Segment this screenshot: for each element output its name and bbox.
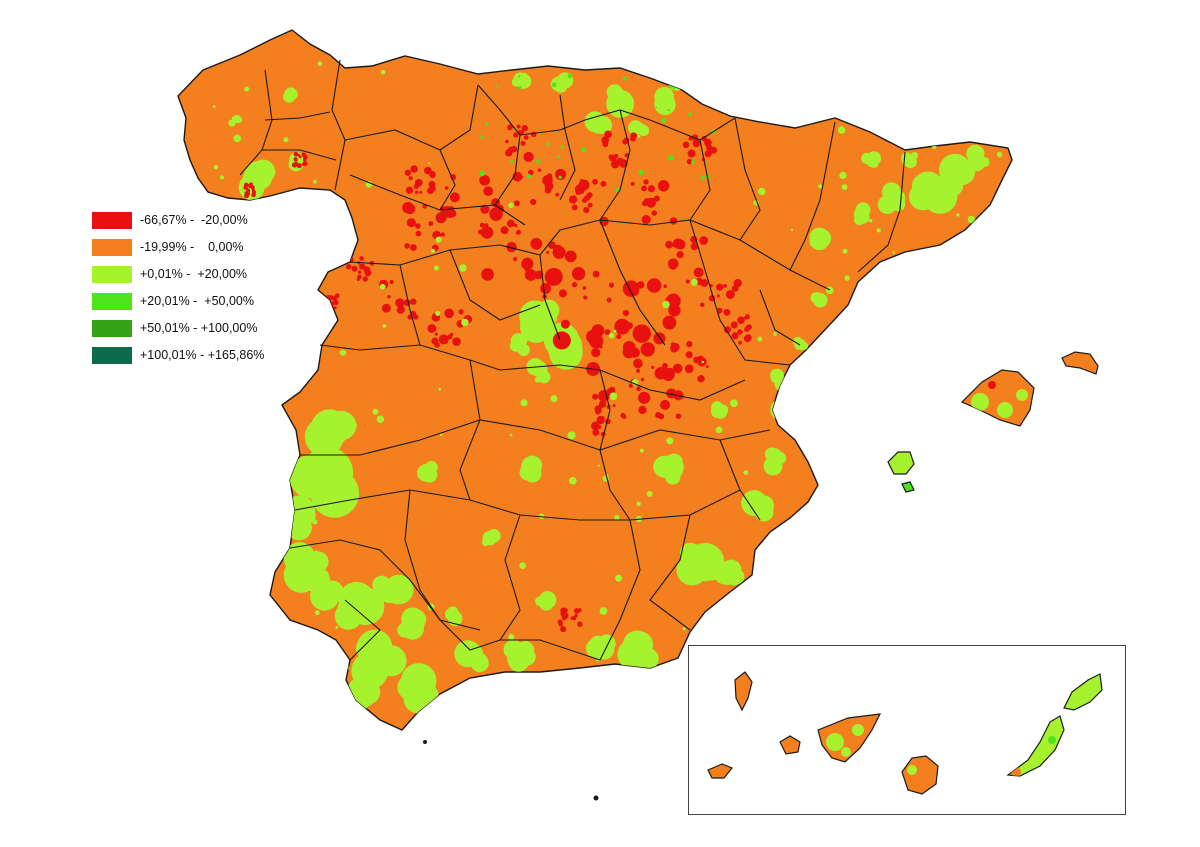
mallorca-patches [971,381,1028,418]
islet-marker [593,795,599,801]
canary-islands-inset-frame [688,645,1126,815]
province-boundaries [239,59,906,661]
ibiza-island [887,451,915,475]
lanzarote-island [1063,673,1103,711]
la-gomera-island [779,735,801,755]
legend-swatch [92,293,132,310]
legend-item: -19,99% - 0,00% [92,236,302,263]
formentera-island [901,481,915,493]
map-legend: -66,67% - -20,00% -19,99% - 0,00% +0,01%… [92,209,302,371]
canary-islands-inset [707,671,1103,795]
legend-swatch [92,239,132,256]
legend-swatch [92,347,132,364]
peninsula-landmass [177,29,1013,731]
legend-item: +50,01% - +100,00% [92,317,302,344]
mallorca-island [960,369,1035,427]
el-hierro-island [707,763,733,779]
legend-swatch [92,266,132,283]
islet-marker [423,740,427,744]
la-palma-island [734,671,753,712]
legend-label: +0,01% - +20,00% [140,267,248,281]
legend-label: -19,99% - 0,00% [140,240,244,254]
legend-item: +100,01% - +165,86% [92,344,302,371]
legend-swatch [92,320,132,337]
fuerteventura-island [1006,715,1065,777]
legend-item: -66,67% - -20,00% [92,209,302,236]
menorca-island [1061,351,1099,375]
legend-swatch [92,212,132,229]
legend-label: +20,01% - +50,00% [140,294,254,308]
legend-item: +20,01% - +50,00% [92,290,302,317]
legend-item: +0,01% - +20,00% [92,263,302,290]
legend-label: +100,01% - +165,86% [140,348,265,362]
legend-label: -66,67% - -20,00% [140,213,248,227]
legend-label: +50,01% - +100,00% [140,321,258,335]
